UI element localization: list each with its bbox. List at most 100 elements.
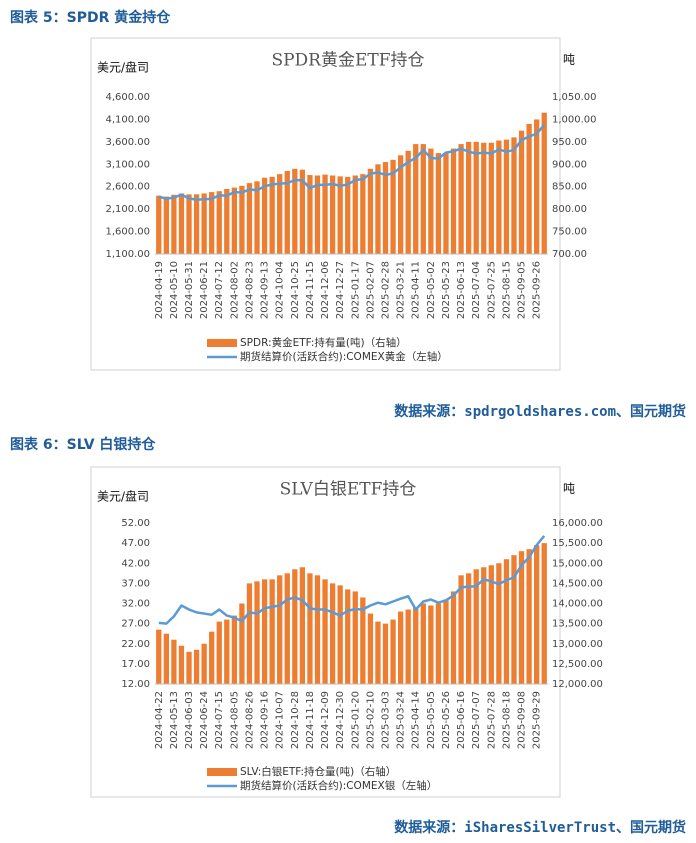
x-tick-label: 2025-01-20 bbox=[350, 691, 361, 749]
y-tick-label: 27.00 bbox=[121, 619, 150, 630]
y-axis-label: 美元/盘司 bbox=[97, 60, 149, 75]
bar bbox=[224, 619, 230, 684]
bar bbox=[405, 150, 411, 254]
x-tick-label: 2024-12-30 bbox=[335, 691, 346, 749]
x-tick-label: 2024-04-19 bbox=[154, 261, 165, 319]
bar bbox=[382, 162, 389, 254]
x-tick-label: 2024-08-05 bbox=[229, 691, 240, 749]
y2-tick-label: 15,000.00 bbox=[552, 558, 603, 569]
bar bbox=[156, 629, 162, 684]
y-tick-label: 1,100.00 bbox=[105, 249, 150, 260]
chart-title: SLV白银ETF持仓 bbox=[280, 480, 417, 500]
x-tick-label: 2024-07-15 bbox=[214, 691, 225, 749]
bar bbox=[397, 155, 404, 254]
source-note: 数据来源：iSharesSilverTrust、国元期货 bbox=[394, 819, 686, 836]
x-tick-label: 2024-11-18 bbox=[305, 691, 316, 749]
bar bbox=[534, 545, 540, 684]
y2-tick-label: 950.00 bbox=[552, 137, 587, 148]
bar bbox=[390, 159, 396, 254]
y2-tick-label: 900.00 bbox=[552, 159, 587, 170]
bar bbox=[450, 148, 457, 254]
y-tick-label: 42.00 bbox=[121, 558, 150, 569]
y-tick-label: 47.00 bbox=[121, 538, 150, 549]
legend-swatch bbox=[207, 339, 237, 347]
bar bbox=[541, 112, 547, 254]
x-tick-label: 2024-05-10 bbox=[169, 261, 180, 319]
bar bbox=[224, 188, 230, 254]
x-tick-label: 2025-08-15 bbox=[501, 261, 512, 319]
bar bbox=[488, 142, 494, 254]
bar bbox=[511, 137, 517, 254]
bar bbox=[299, 567, 306, 684]
bar bbox=[277, 575, 283, 684]
bar bbox=[367, 613, 374, 684]
x-tick-label: 2024-05-31 bbox=[184, 261, 195, 319]
x-tick-label: 2024-08-02 bbox=[229, 261, 240, 319]
bar bbox=[178, 193, 185, 254]
bar bbox=[397, 611, 404, 684]
bar bbox=[156, 195, 162, 254]
bar bbox=[186, 651, 192, 684]
bar bbox=[473, 569, 479, 684]
bar bbox=[443, 153, 449, 254]
x-tick-label: 2024-12-09 bbox=[320, 691, 331, 749]
bar bbox=[186, 194, 192, 254]
x-tick-label: 2025-07-04 bbox=[471, 261, 482, 319]
bar bbox=[269, 176, 275, 254]
bar bbox=[465, 141, 472, 254]
y-tick-label: 32.00 bbox=[121, 599, 150, 610]
bar bbox=[518, 130, 525, 254]
y2-tick-label: 13,500.00 bbox=[552, 619, 603, 630]
y2-tick-label: 750.00 bbox=[552, 227, 587, 238]
bar bbox=[246, 183, 253, 254]
bar bbox=[367, 168, 374, 254]
bar bbox=[209, 631, 215, 684]
chart-title: SPDR黄金ETF持仓 bbox=[271, 51, 424, 71]
bar bbox=[413, 144, 419, 254]
y2-tick-label: 1,000.00 bbox=[552, 114, 597, 125]
bar bbox=[405, 609, 411, 684]
bar bbox=[435, 603, 442, 684]
bar bbox=[496, 140, 502, 254]
legend-label: SPDR:黄金ETF:持有量(吨)（右轴） bbox=[240, 336, 407, 349]
y2-tick-label: 14,000.00 bbox=[552, 599, 603, 610]
y-tick-label: 4,100.00 bbox=[105, 114, 150, 125]
x-tick-label: 2025-09-29 bbox=[532, 691, 543, 749]
bar bbox=[254, 581, 260, 684]
bar bbox=[443, 599, 449, 684]
bar bbox=[481, 567, 487, 684]
bar bbox=[163, 196, 169, 254]
y-tick-label: 17.00 bbox=[121, 659, 150, 670]
x-tick-label: 2025-07-07 bbox=[471, 691, 482, 749]
bar bbox=[299, 169, 306, 254]
bar bbox=[375, 621, 381, 684]
bar bbox=[390, 619, 396, 684]
bar bbox=[307, 175, 313, 254]
bar bbox=[503, 139, 510, 254]
x-tick-label: 2025-09-05 bbox=[517, 261, 528, 319]
x-tick-label: 2025-03-24 bbox=[396, 691, 407, 749]
bar bbox=[193, 649, 200, 684]
legend-swatch bbox=[207, 768, 237, 776]
x-tick-label: 2024-06-24 bbox=[199, 691, 210, 749]
x-tick-label: 2025-05-05 bbox=[426, 691, 437, 749]
bar bbox=[284, 573, 290, 684]
bar bbox=[534, 119, 540, 254]
x-tick-label: 2025-07-28 bbox=[486, 691, 497, 749]
bar bbox=[216, 621, 222, 684]
bar bbox=[352, 175, 358, 254]
bar bbox=[420, 603, 426, 684]
bar bbox=[178, 645, 185, 684]
y-tick-label: 37.00 bbox=[121, 578, 150, 589]
bar bbox=[488, 565, 494, 684]
x-tick-label: 2024-11-15 bbox=[305, 261, 316, 319]
bar bbox=[420, 144, 426, 254]
x-tick-label: 2024-08-26 bbox=[244, 691, 255, 749]
x-tick-label: 2025-03-21 bbox=[396, 261, 407, 319]
x-tick-label: 2025-06-16 bbox=[456, 691, 467, 749]
bar bbox=[171, 639, 177, 684]
x-tick-label: 2024-06-03 bbox=[184, 691, 195, 749]
y2-tick-label: 850.00 bbox=[552, 182, 587, 193]
y2-tick-label: 700.00 bbox=[552, 249, 587, 260]
bar bbox=[360, 174, 366, 254]
